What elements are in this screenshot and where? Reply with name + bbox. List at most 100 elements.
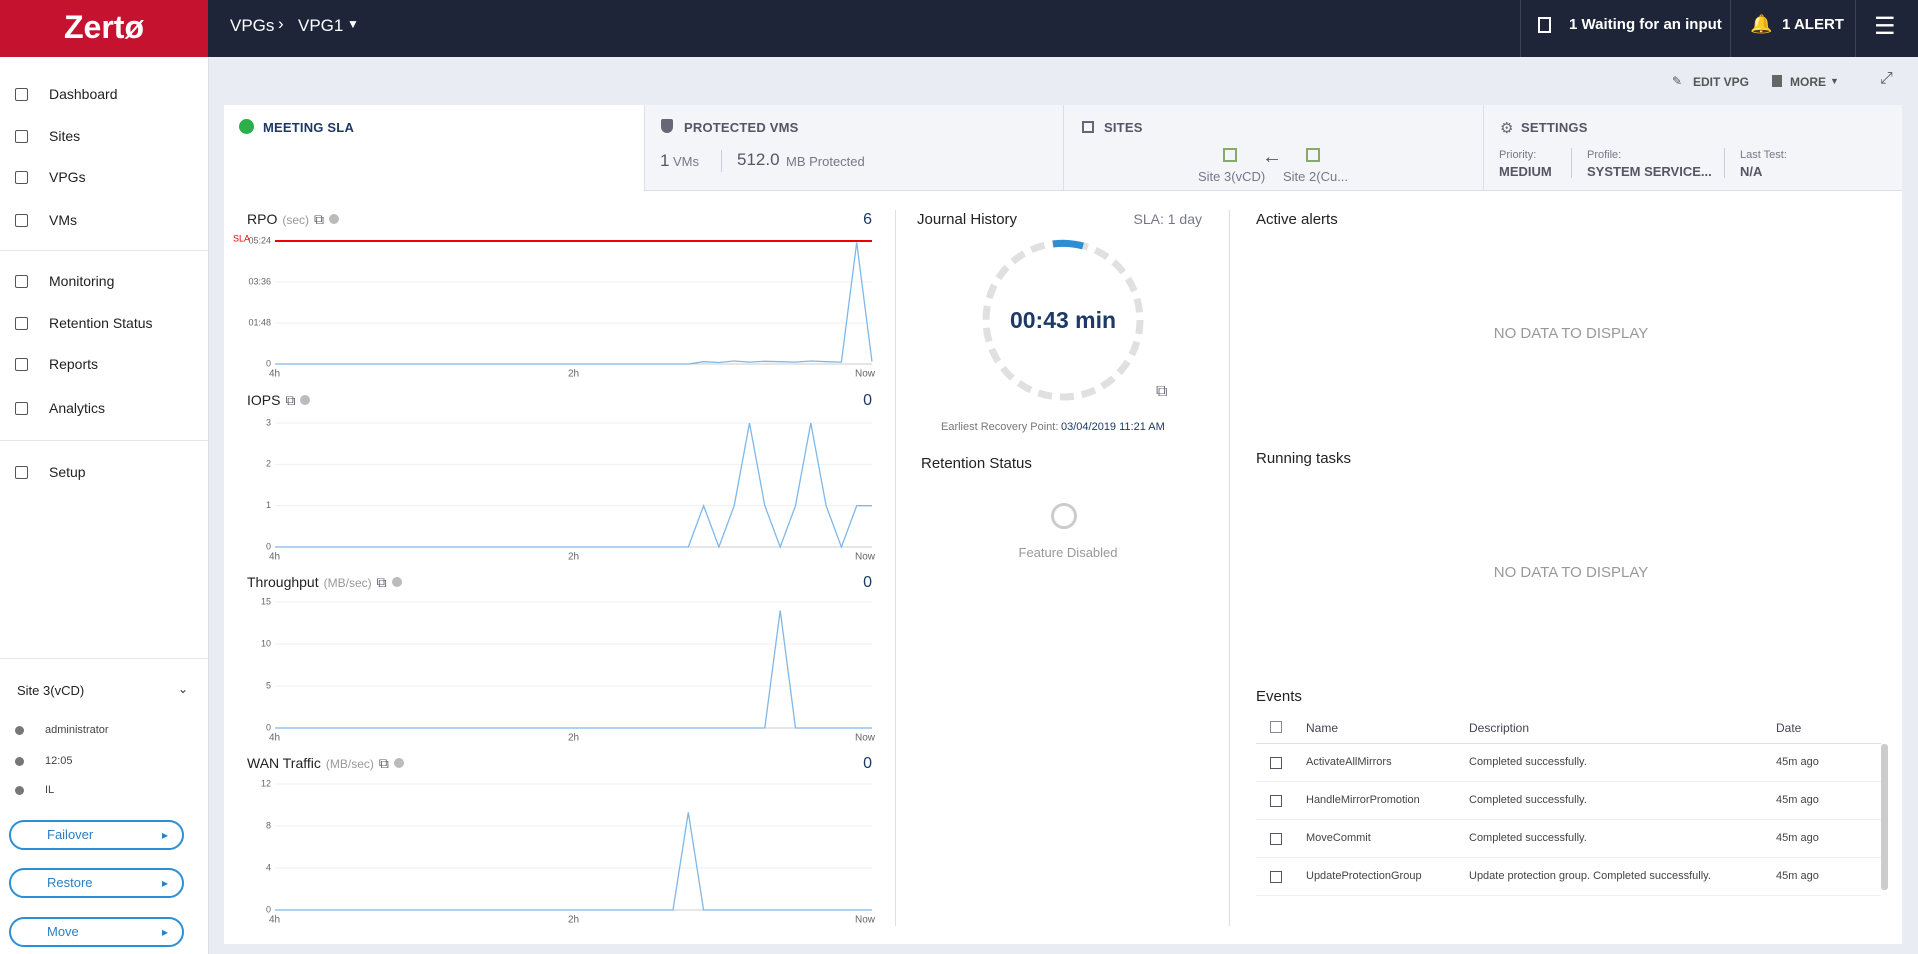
- setting-label: Profile:: [1587, 149, 1622, 161]
- alerts-title: Active alerts: [1256, 211, 1338, 228]
- tasks-title: Running tasks: [1256, 450, 1352, 467]
- waiting-input[interactable]: 1 Waiting for an input: [1569, 16, 1722, 33]
- breadcrumb-current[interactable]: VPG1: [298, 16, 344, 35]
- row-rule: [1256, 781, 1881, 782]
- open-icon[interactable]: ⧉: [285, 392, 296, 408]
- nav-icon[interactable]: [15, 130, 28, 143]
- nav-item[interactable]: Reports: [49, 356, 99, 372]
- chart-unit: (sec): [282, 213, 310, 227]
- row-rule: [1256, 857, 1881, 858]
- tasks-icon: [1538, 17, 1551, 33]
- breadcrumb-root[interactable]: VPGs: [230, 16, 275, 35]
- chart-title: WAN Traffic: [247, 755, 321, 771]
- arrow: ←: [1262, 146, 1282, 168]
- sites-title[interactable]: SITES: [1104, 120, 1143, 135]
- setting-value: N/A: [1740, 164, 1763, 179]
- size: 512.0: [737, 150, 780, 169]
- event-cell: UpdateProtectionGroup: [1306, 870, 1422, 882]
- open-icon[interactable]: ⧉: [378, 755, 389, 771]
- row-icon: [1270, 757, 1282, 769]
- nav-item[interactable]: VMs: [49, 212, 77, 228]
- x-tick-label: 4h: [269, 733, 280, 744]
- alert-count[interactable]: 1 ALERT: [1782, 16, 1844, 33]
- action-button[interactable]: Move ▸: [9, 917, 184, 947]
- arrow: ▸: [161, 876, 168, 890]
- chart-head: WAN Traffic (MB/sec) ⧉: [247, 755, 404, 772]
- scrollbar[interactable]: [1881, 744, 1888, 890]
- row-icon: [1270, 871, 1282, 883]
- divider: [1520, 0, 1521, 57]
- protected-title[interactable]: PROTECTED VMS: [684, 120, 799, 135]
- divider: [1571, 148, 1572, 178]
- action-button[interactable]: Restore ▸: [9, 868, 184, 898]
- row-rule: [1256, 819, 1881, 820]
- sla-label: SLA: [233, 233, 250, 243]
- nav-item[interactable]: Dashboard: [49, 86, 118, 102]
- nav-icon[interactable]: [15, 171, 28, 184]
- arrow: ▸: [161, 828, 168, 842]
- open-icon[interactable]: ⧉: [314, 211, 325, 227]
- open-icon[interactable]: ⧉: [1156, 383, 1168, 400]
- setting-label: Last Test:: [1740, 149, 1787, 161]
- logo[interactable]: Zertø: [0, 0, 208, 57]
- nav-icon[interactable]: [15, 358, 28, 371]
- dropdown-caret[interactable]: ▼: [347, 17, 359, 31]
- x-tick-label: 2h: [568, 552, 579, 563]
- expand-icon[interactable]: ⤢: [1880, 70, 1893, 87]
- retention-status: Feature Disabled: [1018, 545, 1118, 560]
- settings-title[interactable]: SETTINGS: [1521, 120, 1588, 135]
- edit-vpg[interactable]: EDIT VPG: [1693, 75, 1750, 89]
- y-tick-label: 0: [266, 541, 271, 551]
- action-button[interactable]: Failover ▸: [9, 820, 184, 850]
- more[interactable]: MORE: [1790, 75, 1826, 89]
- nav-icon[interactable]: [15, 402, 28, 415]
- series-line: [275, 610, 872, 729]
- nav-icon[interactable]: [15, 466, 28, 479]
- menu-icon[interactable]: ☰: [1874, 13, 1896, 40]
- setting-label: Priority:: [1499, 149, 1537, 161]
- vm-count: 1: [660, 151, 670, 170]
- edit-icon: ✎: [1672, 74, 1683, 88]
- source-site: Site 3(vCD): [1198, 169, 1266, 184]
- nav-icon[interactable]: [15, 214, 28, 227]
- top-bar: [0, 0, 1918, 57]
- nav-item[interactable]: Monitoring: [49, 273, 115, 289]
- site-caret: ⌄: [178, 682, 189, 696]
- x-tick-label: 2h: [568, 733, 579, 744]
- check-icon: [239, 119, 254, 134]
- divider: [1063, 105, 1064, 190]
- card-strip: [644, 105, 1902, 191]
- x-tick-label: Now: [855, 733, 876, 744]
- nav-icon[interactable]: [15, 275, 28, 288]
- y-tick-label: 0: [266, 358, 271, 368]
- journal-value: 00:43 min: [1009, 307, 1117, 333]
- divider: [1730, 0, 1731, 57]
- chart-title: Throughput: [247, 574, 319, 590]
- tasks-empty: NO DATA TO DISPLAY: [1493, 564, 1649, 581]
- nav-item[interactable]: Retention Status: [49, 315, 153, 331]
- divider: [721, 150, 722, 172]
- nav-item[interactable]: VPGs: [49, 169, 86, 185]
- series-line: [275, 812, 872, 911]
- info-location: IL: [45, 784, 55, 796]
- y-tick-label: 01:48: [248, 317, 271, 327]
- x-tick-label: 2h: [568, 915, 579, 926]
- nav-item[interactable]: Setup: [49, 464, 86, 480]
- sla-card[interactable]: MEETING SLA: [263, 120, 355, 135]
- chart-unit: (MB/sec): [323, 576, 372, 590]
- series-line: [275, 422, 872, 549]
- header-rule: [1256, 743, 1881, 744]
- nav-item[interactable]: Analytics: [49, 400, 106, 416]
- nav-icon[interactable]: [15, 317, 28, 330]
- x-tick-label: Now: [855, 915, 876, 926]
- nav-icon[interactable]: [15, 88, 28, 101]
- arrow: ▸: [161, 925, 168, 939]
- target-site: Site 2(Cu...: [1283, 169, 1349, 184]
- event-cell: 45m ago: [1776, 794, 1819, 806]
- column-header: Name: [1306, 721, 1339, 735]
- y-tick-label: 1: [266, 500, 271, 510]
- x-tick-label: Now: [855, 552, 876, 563]
- nav-item[interactable]: Sites: [49, 128, 81, 144]
- open-icon[interactable]: ⧉: [376, 574, 387, 590]
